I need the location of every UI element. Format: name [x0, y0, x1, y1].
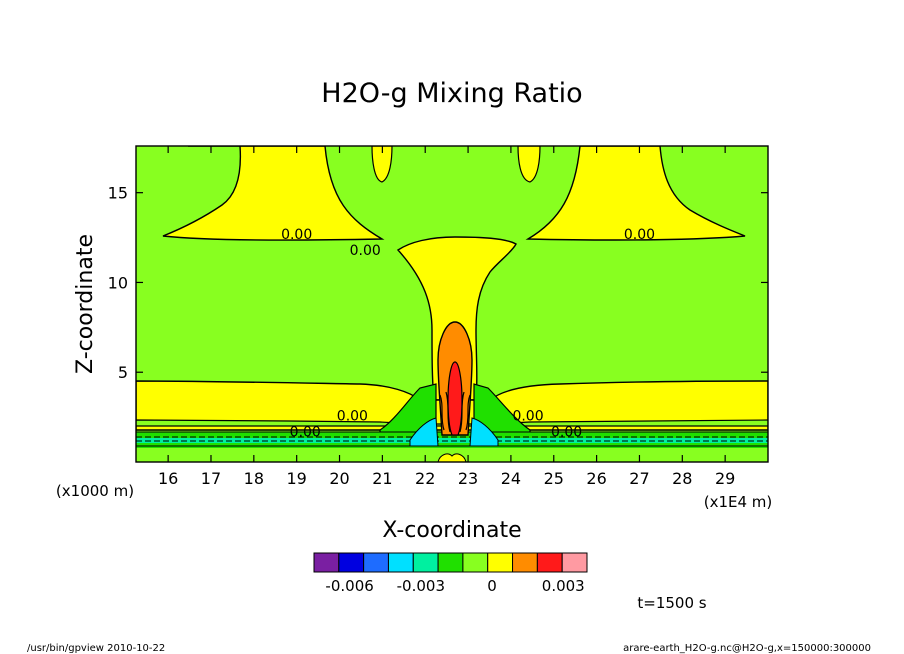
- colorbar-swatch: [387, 552, 414, 573]
- chart-title: H2O-g Mixing Ratio: [321, 78, 582, 109]
- x-tick-label: 24: [501, 469, 521, 488]
- colorbar-swatch: [487, 552, 514, 573]
- x-axis: 16 17 18 19 20 21 22 23 24 25 26 27 28 29: [158, 146, 735, 488]
- x-tick-label: 17: [201, 469, 221, 488]
- contour-label: 0.00: [512, 408, 543, 424]
- red-core: [447, 361, 463, 436]
- x-tick-label: 28: [672, 469, 692, 488]
- colorbar-swatch: [536, 552, 563, 573]
- colorbar-swatch: [412, 552, 439, 573]
- contour-label: 0.00: [290, 424, 321, 440]
- top-lobe-left: [371, 146, 393, 183]
- x-tick-label: 19: [286, 469, 306, 488]
- colorbar-swatch: [561, 552, 588, 573]
- contour-label: 0.00: [337, 408, 368, 424]
- colorbar-tick-label: -0.006: [325, 577, 373, 595]
- colorbar-swatch: [338, 552, 365, 573]
- contour-label: 0.00: [350, 243, 381, 259]
- y-unit-label: (x1000 m): [56, 482, 134, 500]
- x-tick-label: 27: [629, 469, 649, 488]
- x-axis-title: X-coordinate: [382, 518, 521, 543]
- x-tick-label: 21: [372, 469, 392, 488]
- colorbar-swatch: [363, 552, 389, 573]
- core-contours: [439, 391, 471, 433]
- central-column: [396, 236, 517, 401]
- colorbar-tick-label: -0.003: [397, 577, 445, 595]
- cyan-patch-right: [469, 417, 499, 447]
- contour-label: 0.00: [624, 227, 655, 243]
- contour-field: 0.00 0.00 0.00 0.00 0.00 0.00 0.00: [136, 146, 768, 462]
- x-unit-label: (x1E4 m): [704, 493, 773, 511]
- colorbar-swatch: [437, 552, 464, 573]
- plot-frame: [135, 145, 769, 463]
- colorbar-tick-label: 0: [487, 577, 497, 595]
- x-tick-label: 29: [715, 469, 735, 488]
- top-lobe-right: [517, 146, 541, 183]
- upper-right-plume: [525, 146, 746, 241]
- time-label: t=1500 s: [637, 594, 706, 612]
- base-stripe-4: [136, 448, 768, 462]
- y-tick-label: 10: [108, 273, 128, 292]
- y-axis-title: Z-coordinate: [73, 234, 98, 374]
- y-tick-label: 5: [118, 363, 128, 382]
- y-axis: 5 10 15: [108, 184, 768, 382]
- upper-left-plume: [162, 146, 385, 241]
- ground-bump: [437, 453, 467, 462]
- x-tick-label: 26: [586, 469, 606, 488]
- colorbar-tick-label: 0.003: [542, 577, 585, 595]
- lower-green-strip: [136, 419, 768, 427]
- contour-label: 0.00: [281, 227, 312, 243]
- cyan-patch-left: [409, 417, 439, 447]
- x-tick-label: 18: [244, 469, 264, 488]
- colorbar-swatch: [512, 552, 538, 573]
- colorbar-swatch: [313, 552, 340, 573]
- x-tick-label: 20: [329, 469, 349, 488]
- colorbar: -0.006 -0.003 0 0.003: [313, 552, 588, 595]
- x-tick-label: 22: [415, 469, 435, 488]
- contour-labels: 0.00 0.00 0.00 0.00 0.00 0.00 0.00: [281, 227, 655, 440]
- y-tick-label: 15: [108, 184, 128, 203]
- colorbar-swatch: [462, 552, 489, 573]
- x-tick-label: 16: [158, 469, 178, 488]
- x-tick-label: 25: [544, 469, 564, 488]
- contour-label: 0.00: [551, 424, 582, 440]
- footer-left: /usr/bin/gpview 2010-10-22: [27, 643, 165, 654]
- footer-right: arare-earth_H2O-g.nc@H2O-g,x=150000:3000…: [623, 643, 871, 654]
- x-tick-label: 23: [458, 469, 478, 488]
